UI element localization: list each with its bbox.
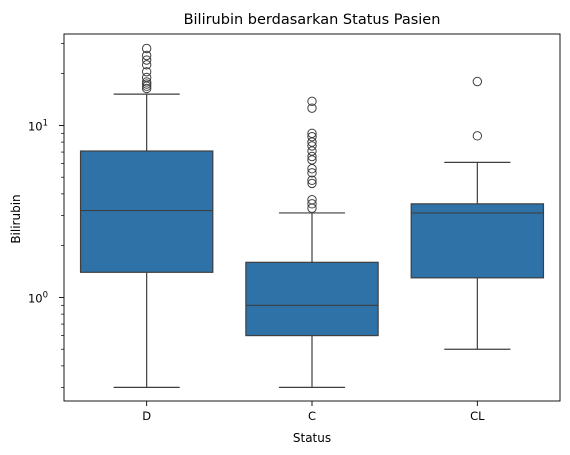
outlier-point [473, 77, 481, 85]
y-tick-exponent: 0 [43, 290, 48, 300]
x-tick-label: C [308, 409, 316, 423]
y-tick-base: 10 [28, 119, 43, 133]
box-iqr [246, 262, 378, 335]
y-tick-exponent: 1 [43, 118, 48, 128]
y-axis-label: Bilirubin [9, 194, 23, 243]
y-tick-label: 101 [28, 118, 48, 133]
chart-title: Bilirubin berdasarkan Status Pasien [184, 12, 441, 28]
box-iqr [411, 204, 543, 278]
plot-area [81, 44, 544, 387]
x-axis-label: Status [293, 431, 331, 445]
box-iqr [81, 151, 213, 272]
outlier-point [308, 147, 316, 155]
box-group-d [81, 44, 213, 387]
box-group-c [246, 97, 378, 387]
outlier-point [473, 132, 481, 140]
y-tick-base: 10 [28, 291, 43, 305]
x-tick-label: CL [470, 409, 485, 423]
box-group-cl [411, 77, 543, 349]
y-tick-label: 100 [28, 290, 48, 305]
x-tick-label: D [142, 409, 151, 423]
